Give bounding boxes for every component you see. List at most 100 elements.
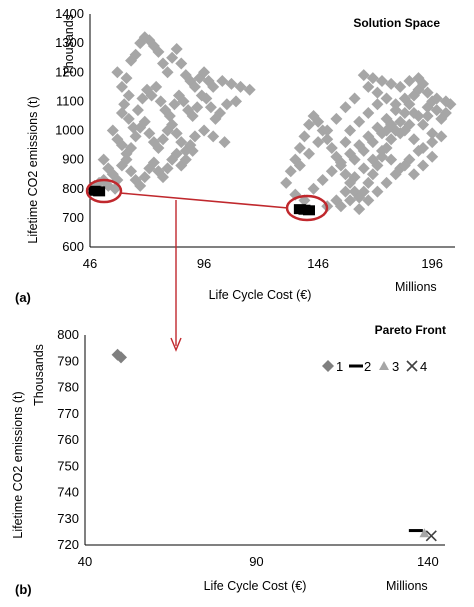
solution-point [131, 104, 144, 117]
solution-point [138, 115, 151, 128]
solution-point [403, 74, 416, 87]
solution-point [357, 162, 370, 175]
y-tick-label: 1300 [55, 35, 84, 50]
pareto-markers [111, 348, 437, 542]
solution-point [380, 176, 393, 189]
solution-point [136, 92, 149, 105]
y-tick-label: 750 [57, 458, 79, 473]
solution-point [334, 200, 347, 213]
solution-point [344, 194, 357, 207]
solution-point [348, 92, 361, 105]
solution-point [334, 156, 347, 169]
solution-point [398, 107, 411, 120]
solution-point [385, 153, 398, 166]
solution-point [398, 159, 411, 172]
solution-point [166, 118, 179, 131]
y-tick-label: 760 [57, 432, 79, 447]
solution-point [303, 118, 315, 131]
y-tick-labels: 720 730 740 750 760 770 780 790 800 [57, 327, 79, 552]
y-axis-label: Lifetime CO2 emissions (t) [26, 96, 40, 243]
solution-point [389, 104, 402, 117]
chart-pareto-front: 720 730 740 750 760 770 780 790 800 40 90 140 Pare… [11, 323, 446, 597]
legend-label-2: 2 [364, 359, 371, 374]
solution-point [186, 109, 199, 122]
solution-point [111, 66, 124, 79]
y-tick-label: 1200 [55, 64, 84, 79]
panel-label-b: (b) [15, 582, 32, 597]
solution-point [412, 109, 425, 122]
legend-label-4: 4 [420, 359, 427, 374]
solution-point [157, 57, 169, 70]
solution-point [385, 133, 398, 146]
solution-point [362, 194, 375, 207]
solution-point [430, 104, 443, 117]
y-tick-label: 700 [62, 210, 84, 225]
y-tick-label: 1000 [55, 123, 84, 138]
legend-label-3: 3 [392, 359, 399, 374]
solution-point [344, 124, 357, 137]
pareto-point-series-1 [115, 351, 127, 364]
solution-point [115, 139, 128, 152]
legend-label-1: 1 [336, 359, 343, 374]
solution-point [122, 112, 135, 125]
solution-point [97, 153, 110, 166]
y-units-label: Thousands [62, 14, 76, 76]
solution-point [152, 45, 165, 58]
solution-point [161, 66, 174, 79]
solution-point [118, 98, 131, 111]
solution-point [421, 86, 434, 99]
y-tick-label: 730 [57, 511, 79, 526]
pareto-point-series-3 [419, 528, 430, 538]
solution-point [163, 109, 176, 122]
solution-point [312, 136, 325, 149]
solution-point [353, 115, 366, 128]
solution-point [204, 101, 217, 114]
solution-point [168, 98, 181, 111]
solution-point [138, 171, 151, 184]
solution-point [207, 130, 220, 143]
y-tick-label: 1400 [55, 6, 84, 21]
solution-point [120, 72, 133, 85]
solution-point [407, 168, 420, 181]
solution-point [177, 95, 190, 108]
solution-point [234, 80, 247, 93]
solution-point [357, 185, 370, 198]
solution-point [412, 72, 425, 85]
solution-point [129, 130, 142, 143]
x-tick-label: 46 [83, 256, 97, 271]
chart-solution-space: 600 700 800 900 1000 1100 1200 1300 1400 46 96 146… [15, 6, 457, 352]
solution-point [179, 153, 192, 166]
y-tick-label: 800 [62, 181, 84, 196]
solution-point [371, 86, 384, 99]
x-tick-labels: 46 96 146 196 [83, 256, 443, 271]
solution-point [330, 112, 343, 125]
solution-point [376, 144, 388, 157]
solution-point [426, 150, 439, 163]
solution-point [284, 165, 297, 178]
solution-point [339, 136, 352, 149]
solution-point [421, 101, 434, 114]
solution-point [115, 107, 128, 120]
solution-point [430, 92, 443, 105]
solution-point [389, 168, 402, 181]
solution-point [170, 42, 183, 55]
solution-point [407, 133, 420, 146]
x-tick-labels: 40 90 140 [78, 554, 439, 569]
x-axis-label: Life Cycle Cost (€) [209, 288, 312, 302]
solution-point [316, 174, 329, 187]
solution-point [380, 92, 393, 105]
solution-point [362, 176, 375, 189]
y-units-label: Thousands [32, 344, 46, 406]
solution-point [200, 92, 213, 105]
connector-line [119, 192, 289, 209]
pareto-highlight-point [93, 186, 106, 197]
solution-point [225, 77, 238, 90]
x-tick-label: 90 [249, 554, 263, 569]
solution-point [220, 98, 233, 111]
solution-point [175, 57, 188, 70]
solution-point [152, 141, 165, 154]
panel-label-a: (a) [15, 290, 31, 305]
y-tick-label: 780 [57, 380, 79, 395]
solution-point [348, 153, 361, 166]
